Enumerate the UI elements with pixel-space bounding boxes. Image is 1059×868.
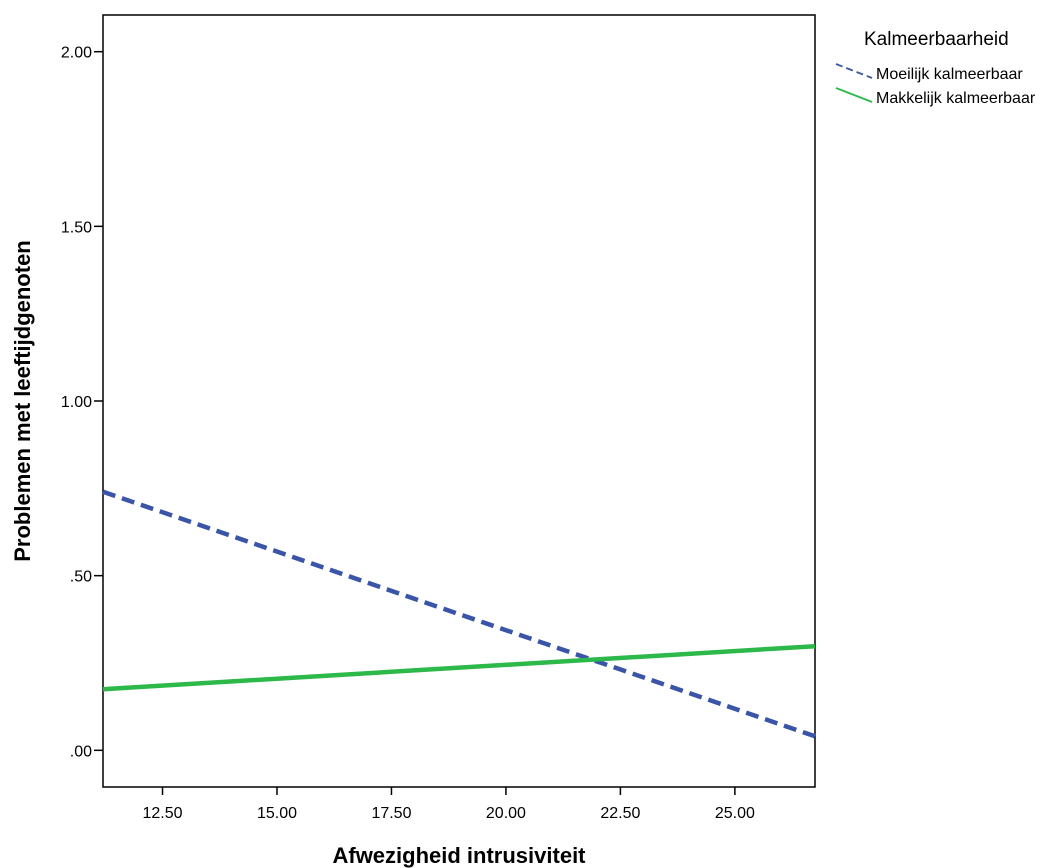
legend-swatch-1 xyxy=(835,63,873,79)
y-tick-label: .50 xyxy=(70,569,92,586)
series-line-2 xyxy=(102,643,816,692)
y-axis-title: Problemen met leeftijdgenoten xyxy=(10,240,35,562)
y-tick-label: 2.00 xyxy=(61,45,92,62)
legend-swatch-2 xyxy=(835,87,873,103)
x-tick-label: 12.50 xyxy=(143,805,183,822)
y-axis: .00 .50 1.00 1.50 2.00 xyxy=(61,45,103,760)
plot-area xyxy=(102,14,816,788)
legend-label-1: Moeilijk kalmeerbaar xyxy=(876,66,1023,83)
x-tick-label: 17.50 xyxy=(371,805,411,822)
y-tick-label: 1.50 xyxy=(61,219,92,236)
x-axis-title: Afwezigheid intrusiviteit xyxy=(332,843,586,868)
legend-label-2: Makkelijk kalmeerbaar xyxy=(876,90,1036,107)
x-tick-label: 15.00 xyxy=(257,805,297,822)
y-tick-label: .00 xyxy=(70,743,92,760)
series-layer xyxy=(102,489,816,739)
y-tick-label: 1.00 xyxy=(61,394,92,411)
legend: Moeilijk kalmeerbaar Makkelijk kalmeerbaa… xyxy=(835,63,1036,107)
x-tick-label: 22.50 xyxy=(600,805,640,822)
x-axis: 12.50 15.00 17.50 20.00 22.50 25.00 xyxy=(143,787,755,822)
series-line-1 xyxy=(102,489,816,739)
x-tick-label: 25.00 xyxy=(715,805,755,822)
x-tick-label: 20.00 xyxy=(486,805,526,822)
legend-title: Kalmeerbaarheid xyxy=(864,29,1009,50)
